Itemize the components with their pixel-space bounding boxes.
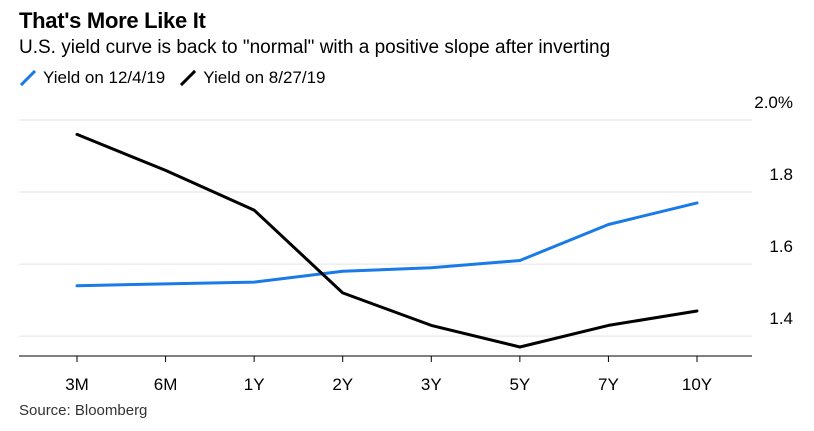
y-tick-label-0: 2.0% <box>754 93 793 112</box>
x-tick-label-2: 1Y <box>244 375 265 394</box>
chart-subtitle: U.S. yield curve is back to "normal" wit… <box>19 37 611 58</box>
x-tick-label-5: 5Y <box>509 375 530 394</box>
x-tick-label-7: 10Y <box>682 375 712 394</box>
series-lines <box>75 132 699 349</box>
x-tick-label-3: 2Y <box>332 375 353 394</box>
x-tick-label-0: 3M <box>65 375 89 394</box>
legend-swatch-series-2 <box>180 69 197 87</box>
y-tick-label-2: 1.6 <box>769 237 793 256</box>
legend-label-series-1: Yield on 12/4/19 <box>43 68 166 87</box>
series-line-1 <box>75 201 699 288</box>
legend-label-series-2: Yield on 8/27/19 <box>203 68 326 87</box>
grid-lines <box>19 119 752 362</box>
x-tick-label-1: 6M <box>154 375 178 394</box>
source-note: Source: Bloomberg <box>19 402 148 419</box>
legend-item-series-1: Yield on 12/4/19 <box>19 68 165 88</box>
axis-labels: 2.0% 1.8 1.6 1.4 3M 6M 1Y 2Y 3Y 5Y 7Y 10Y <box>65 93 793 394</box>
chart-legend: Yield on 12/4/19 Yield on 8/27/19 <box>19 68 340 88</box>
series-line-2 <box>75 132 699 349</box>
legend-swatch-series-1 <box>19 69 37 87</box>
y-tick-label-1: 1.8 <box>769 165 793 184</box>
y-tick-label-3: 1.4 <box>769 309 793 328</box>
legend-item-series-2: Yield on 8/27/19 <box>179 68 326 88</box>
chart-title: That's More Like It <box>19 8 206 33</box>
x-tick-label-6: 7Y <box>598 375 619 394</box>
x-tick-label-4: 3Y <box>421 375 442 394</box>
